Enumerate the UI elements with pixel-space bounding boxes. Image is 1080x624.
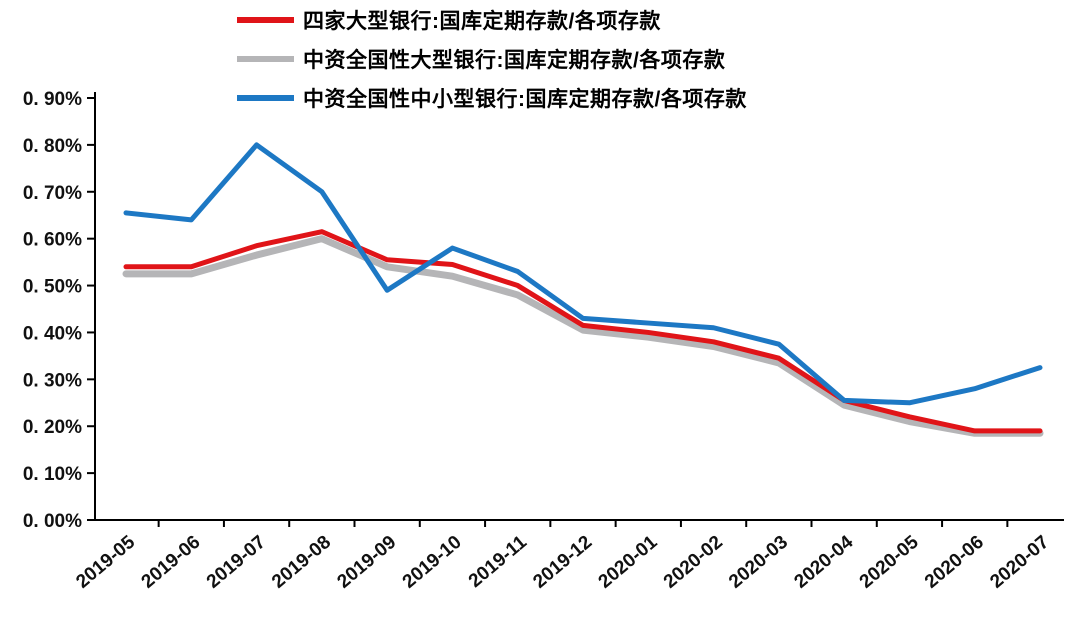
svg-text:2019-05: 2019-05 [72, 531, 139, 592]
legend-item-large-national-banks: 中资全国性大型银行:国库定期存款/各项存款 [237, 45, 747, 73]
svg-text:0. 00%: 0. 00% [23, 511, 82, 532]
svg-text:0. 20%: 0. 20% [23, 417, 82, 438]
legend-line-swatch-gray [237, 56, 294, 62]
svg-text:2019-12: 2019-12 [529, 532, 596, 593]
svg-text:0. 40%: 0. 40% [23, 323, 82, 344]
svg-text:2019-10: 2019-10 [399, 532, 466, 593]
svg-text:2020-02: 2020-02 [660, 532, 727, 593]
svg-text:2019-08: 2019-08 [268, 532, 335, 593]
svg-text:0. 90%: 0. 90% [23, 89, 82, 110]
svg-text:0. 80%: 0. 80% [23, 136, 82, 157]
svg-text:2020-03: 2020-03 [725, 532, 792, 593]
svg-text:2019-11: 2019-11 [465, 531, 531, 592]
svg-text:2019-06: 2019-06 [138, 532, 205, 593]
svg-text:0. 70%: 0. 70% [23, 183, 82, 204]
svg-text:2020-06: 2020-06 [921, 532, 988, 593]
svg-text:2020-05: 2020-05 [856, 531, 923, 592]
svg-text:0. 30%: 0. 30% [23, 370, 82, 391]
legend-line-swatch-blue [237, 95, 294, 101]
svg-text:2019-07: 2019-07 [203, 532, 270, 593]
svg-text:0. 50%: 0. 50% [23, 277, 82, 298]
legend-line-swatch-red [237, 17, 294, 23]
svg-text:0. 60%: 0. 60% [23, 230, 82, 251]
svg-text:2020-04: 2020-04 [790, 531, 857, 592]
svg-text:2020-07: 2020-07 [986, 532, 1053, 593]
legend-label: 四家大型银行:国库定期存款/各项存款 [303, 10, 661, 33]
legend-item-big4-banks: 四家大型银行:国库定期存款/各项存款 [237, 6, 747, 34]
legend-label: 中资全国性大型银行:国库定期存款/各项存款 [303, 49, 726, 72]
svg-text:2020-01: 2020-01 [595, 531, 662, 592]
chart-legend: 四家大型银行:国库定期存款/各项存款 中资全国性大型银行:国库定期存款/各项存款… [237, 6, 747, 112]
svg-text:2019-09: 2019-09 [333, 532, 400, 593]
legend-item-small-medium-national-banks: 中资全国性中小型银行:国库定期存款/各项存款 [237, 84, 747, 112]
legend-label: 中资全国性中小型银行:国库定期存款/各项存款 [303, 88, 747, 111]
svg-text:0. 10%: 0. 10% [23, 464, 82, 485]
